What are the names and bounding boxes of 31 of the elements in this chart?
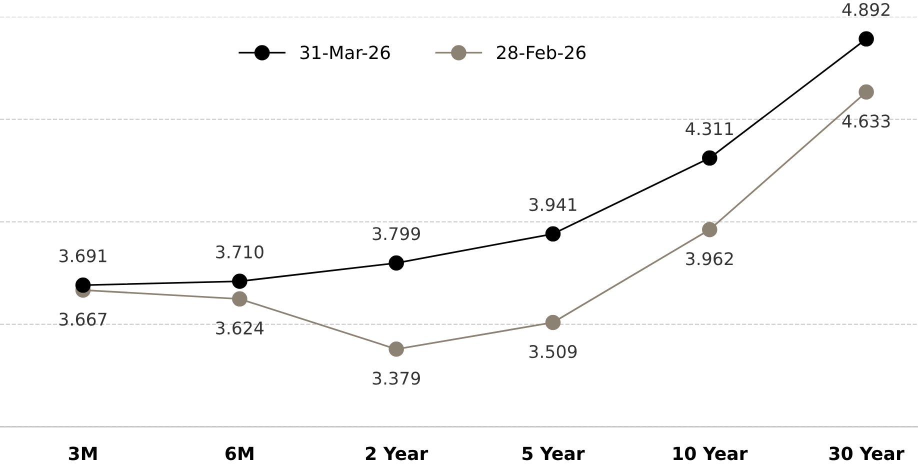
point	[388, 255, 404, 271]
point	[388, 342, 404, 357]
point	[858, 84, 874, 100]
point	[702, 150, 718, 166]
data-label: 3.941	[529, 198, 576, 212]
legend-label: 28-Feb-26	[497, 45, 586, 60]
data-label: 4.633	[842, 114, 890, 128]
data-label: 3.509	[529, 345, 577, 358]
point	[232, 274, 248, 289]
point	[545, 226, 561, 242]
point	[75, 278, 91, 293]
data-label: 3.691	[60, 249, 106, 262]
x-tick-label: 10 Year	[674, 446, 748, 460]
data-label: 3.962	[686, 252, 733, 266]
x-tick-label: 2 Year	[366, 446, 428, 460]
data-label: 3.799	[372, 227, 420, 240]
point	[545, 314, 561, 330]
data-label: 3.710	[216, 245, 264, 258]
x-tick-label: 5 Year	[522, 446, 585, 460]
point	[232, 291, 248, 307]
point	[702, 222, 718, 238]
data-label: 3.379	[372, 372, 420, 385]
point	[858, 31, 874, 47]
legend-label: 31-Mar-26	[300, 46, 390, 60]
data-label: 3.667	[60, 312, 106, 326]
x-tick-label: 6M	[226, 446, 254, 460]
x-tick-label: 30 Year	[829, 446, 904, 460]
data-label: 4.892	[842, 2, 890, 16]
data-label: 4.311	[686, 122, 733, 136]
data-label: 3.624	[216, 321, 264, 335]
x-tick-label: 3M	[68, 446, 97, 460]
